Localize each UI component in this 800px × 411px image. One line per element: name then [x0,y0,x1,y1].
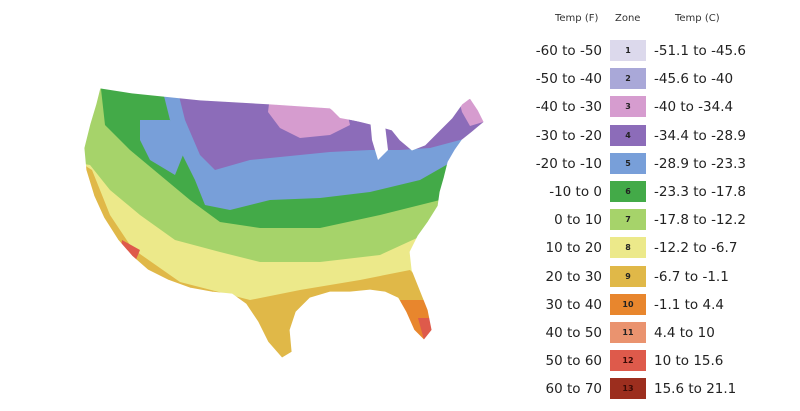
temp-f: 10 to 20 [545,240,603,257]
zone-swatch: 10 [610,293,646,315]
legend-row: -10 to 0 6 -23.3 to -17.8 [520,181,800,205]
temp-f: 60 to 70 [545,381,603,398]
temp-c: -6.7 to -1.1 [654,268,729,285]
lake-michigan [370,118,388,160]
temp-c: -28.9 to -23.3 [654,155,746,172]
legend-row: 0 to 10 7 -17.8 to -12.2 [520,209,800,233]
legend-row: -20 to -10 5 -28.9 to -23.3 [520,152,800,177]
us-hardiness-zone-map [83,87,485,359]
zone-swatch: 8 [610,237,646,259]
zone-swatch: 2 [610,68,646,90]
us-outline [83,87,485,359]
zone-swatch: 3 [610,96,646,118]
temp-c: 4.4 to 10 [654,325,715,341]
temp-f: -60 to -50 [535,43,602,59]
temp-f: -40 to -30 [535,99,602,116]
legend-row: -50 to -40 2 -45.6 to -40 [520,68,800,92]
legend-row: 10 to 20 8 -12.2 to -6.7 [520,237,800,261]
legend-row: -30 to -20 4 -34.4 to -28.9 [520,124,800,149]
zone-swatch: 5 [610,152,646,174]
legend-row: 40 to 50 11 4.4 to 10 [520,322,800,346]
header-temp-c: Temp (C) [675,13,720,24]
temp-f: -20 to -10 [535,155,602,172]
legend-row: 50 to 60 12 10 to 15.6 [520,350,800,374]
temp-c: 15.6 to 21.1 [654,381,737,398]
legend-row: 60 to 70 13 15.6 to 21.1 [520,378,800,402]
zone-swatch: 12 [610,350,646,372]
zone-swatch: 7 [610,209,646,231]
zone-swatch: 13 [610,378,646,400]
zone-legend: Temp (F) Zone Temp (C) -60 to -50 1 -51.1 … [520,0,800,411]
temp-f: -10 to 0 [549,184,602,200]
temp-f: 40 to 50 [545,325,603,341]
legend-row: -40 to -30 3 -40 to -34.4 [520,96,800,120]
temp-c: -23.3 to -17.8 [654,184,746,200]
zone-swatch: 6 [610,181,646,202]
zone-swatch: 9 [610,265,646,287]
temp-c: -34.4 to -28.9 [654,127,746,144]
zone-swatch: 4 [610,124,646,146]
temp-c: 10 to 15.6 [654,353,724,370]
temp-c: -45.6 to -40 [654,71,734,88]
temp-c: -17.8 to -12.2 [654,212,746,229]
temp-f: 50 to 60 [545,353,603,370]
temp-c: -51.1 to -45.6 [654,43,746,59]
zone-swatch: 11 [610,322,646,343]
temp-c: -40 to -34.4 [654,99,734,116]
temp-f: -30 to -20 [535,127,602,144]
zone-5-region-west [140,120,185,175]
temp-f: 20 to 30 [545,268,603,285]
temp-f: 0 to 10 [554,212,602,229]
temp-f: 30 to 40 [545,296,603,313]
legend-row: 20 to 30 9 -6.7 to -1.1 [520,265,800,290]
header-zone: Zone [615,13,641,24]
temp-c: -1.1 to 4.4 [654,296,724,313]
legend-row: 30 to 40 10 -1.1 to 4.4 [520,293,800,318]
header-temp-f: Temp (F) [555,13,599,24]
temp-c: -12.2 to -6.7 [654,240,738,257]
temp-f: -50 to -40 [535,71,602,88]
legend-row: -60 to -50 1 -51.1 to -45.6 [520,40,800,64]
zone-swatch: 1 [610,40,646,61]
